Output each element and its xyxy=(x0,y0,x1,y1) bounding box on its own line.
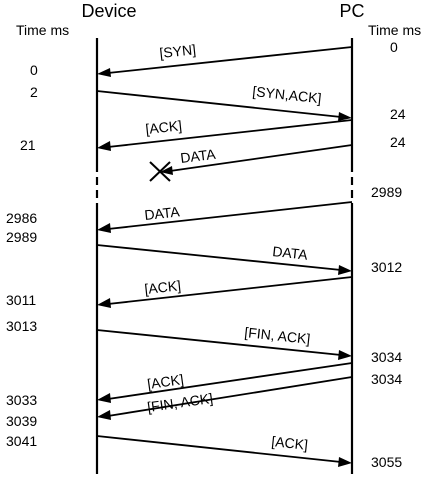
device-time-0: 0 xyxy=(30,62,38,78)
message-11-arrowhead xyxy=(338,457,352,467)
message-9-line xyxy=(108,363,352,399)
pc-title: PC xyxy=(339,1,364,21)
device-title: Device xyxy=(81,1,136,21)
device-time-5: 3011 xyxy=(6,292,36,308)
device-time-8: 3039 xyxy=(6,413,37,429)
device-time-4: 2989 xyxy=(6,229,37,245)
message-9-arrowhead xyxy=(97,393,111,403)
message-5-arrowhead xyxy=(97,223,111,233)
device-time-9: 3041 xyxy=(6,433,37,449)
message-11: [ACK] xyxy=(97,433,352,467)
message-1-arrowhead xyxy=(97,68,111,77)
message-2-label: [SYN,ACK] xyxy=(252,83,323,106)
pc-time-2: 24 xyxy=(390,134,406,150)
message-7: [ACK] xyxy=(97,277,352,308)
message-2: [SYN,ACK] xyxy=(97,83,352,121)
device-time-1: 2 xyxy=(30,84,38,100)
message-6-label: DATA xyxy=(272,243,309,263)
pc-time-6: 3034 xyxy=(371,371,402,387)
device-time-header: Time ms xyxy=(16,22,69,38)
pc-time-4: 3012 xyxy=(371,259,402,275)
message-6-arrowhead xyxy=(338,265,352,275)
message-8-label: [FIN, ACK] xyxy=(244,324,311,347)
device-time-3: 2986 xyxy=(6,210,37,226)
message-8: [FIN, ACK] xyxy=(97,324,352,360)
message-10-arrowhead xyxy=(97,410,111,420)
device-time-7: 3033 xyxy=(6,392,37,408)
message-4-label: DATA xyxy=(179,146,217,166)
message-7-label: [ACK] xyxy=(144,277,182,297)
message-8-arrowhead xyxy=(338,350,352,360)
message-7-arrowhead xyxy=(97,298,111,308)
pc-time-5: 3034 xyxy=(371,349,402,365)
message-10: [FIN, ACK] xyxy=(97,377,352,420)
message-10-label: [FIN, ACK] xyxy=(146,390,214,415)
message-1-line xyxy=(108,47,352,73)
pc-time-3: 2989 xyxy=(371,184,402,200)
message-1-label: [SYN] xyxy=(159,41,197,61)
message-4-lost: DATA xyxy=(150,145,352,181)
pc-time-header: Time ms xyxy=(368,22,421,38)
message-3-arrowhead xyxy=(97,141,111,151)
pc-time-7: 3055 xyxy=(371,454,402,470)
message-11-label: [ACK] xyxy=(271,433,309,453)
message-5-label: DATA xyxy=(144,203,181,223)
message-6: DATA xyxy=(97,243,352,275)
device-time-2: 21 xyxy=(20,137,36,153)
message-5: DATA xyxy=(97,202,352,233)
message-3-label: [ACK] xyxy=(145,117,183,137)
message-10-line xyxy=(108,377,352,416)
pc-time-1: 24 xyxy=(390,106,406,122)
message-3: [ACK] xyxy=(97,117,352,151)
pc-time-0: 0 xyxy=(390,39,398,55)
device-time-6: 3013 xyxy=(6,318,37,334)
message-1: [SYN] xyxy=(97,41,352,77)
